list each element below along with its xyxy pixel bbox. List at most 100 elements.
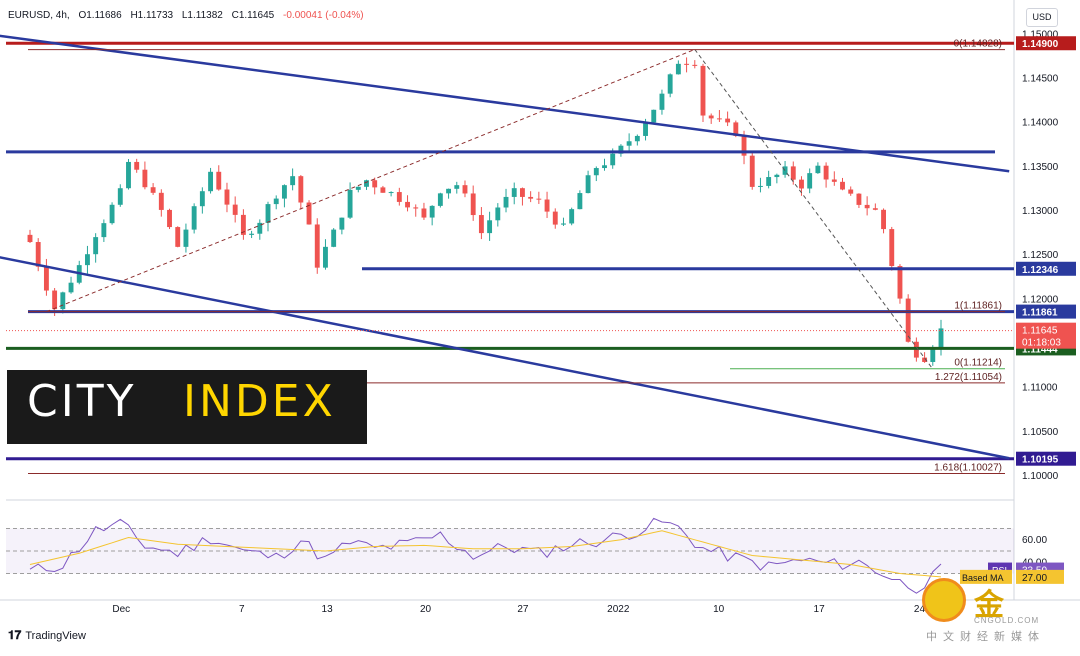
candle-body: [872, 208, 878, 210]
candle-body: [364, 180, 369, 187]
candle-body: [470, 193, 476, 216]
candle-body: [561, 223, 566, 225]
candle-body: [528, 196, 534, 199]
candle-body: [68, 282, 74, 293]
y-tick-label: 1.13500: [1022, 162, 1059, 173]
candle-body: [634, 135, 640, 142]
candle-body: [478, 215, 484, 234]
candle-body: [224, 189, 230, 205]
rsi-ma-line: [29, 530, 942, 578]
y-tick-label: 1.10500: [1022, 427, 1059, 438]
candle-body: [749, 155, 755, 187]
candle-body: [93, 237, 99, 255]
candle-body: [323, 246, 328, 268]
x-tick-label: 10: [713, 604, 725, 615]
candle-body: [454, 185, 460, 189]
candle-body: [167, 209, 172, 228]
y-tick-label: 1.12500: [1022, 250, 1059, 261]
candle-body: [593, 168, 599, 176]
candle-body: [281, 185, 287, 199]
candle-body: [487, 220, 493, 234]
price-label-text: 1.10195: [1022, 455, 1059, 466]
candle-body: [659, 93, 665, 110]
candle-body: [585, 175, 591, 194]
candle-body: [938, 328, 944, 348]
candle-body: [782, 166, 788, 175]
candle-body: [675, 63, 681, 75]
candle-body: [339, 217, 345, 230]
candle-body: [85, 254, 90, 266]
candle-body: [126, 161, 131, 189]
symbol-label[interactable]: EURUSD, 4h,: [8, 10, 70, 21]
open-value: O1.11686: [78, 10, 122, 21]
candle-body: [355, 186, 361, 190]
candle-body: [216, 171, 222, 190]
candle-body: [396, 192, 402, 202]
candle-body: [930, 347, 936, 362]
candle-body: [52, 290, 58, 310]
candle-body: [405, 201, 410, 208]
tradingview-icon: 𝟏𝟕: [8, 628, 22, 642]
cngold-subtitle: 中文财经新媒体: [926, 631, 1045, 643]
candle-body: [848, 189, 854, 194]
cngold-url: CNGOLD.COM: [974, 616, 1040, 625]
cngold-watermark: 金 CNGOLD.COM 中文财经新媒体: [922, 578, 1080, 648]
candle-body: [257, 222, 263, 234]
candle-body: [208, 171, 213, 192]
y-tick-label: 1.10000: [1022, 471, 1059, 482]
tradingview-label: TradingView: [25, 629, 86, 642]
candle-body: [306, 202, 312, 225]
candle-body: [823, 165, 829, 180]
candle-body: [437, 193, 443, 206]
candle-body: [692, 64, 698, 66]
watermark-index: INDEX: [183, 376, 336, 427]
fib-level-label: 1.272(1.11054): [935, 372, 1002, 383]
candle-body: [889, 229, 895, 267]
price-label-text: 1.11861: [1022, 308, 1058, 319]
tradingview-logo[interactable]: 𝟏𝟕 TradingView: [8, 628, 86, 643]
price-label-box: [1016, 304, 1076, 319]
rsi-ma-name-box: [960, 569, 1012, 584]
rsi-ma-value-label: 27.00: [1022, 573, 1047, 584]
y-tick-label: 1.14000: [1022, 118, 1059, 129]
candle-body: [897, 266, 903, 299]
current-price-countdown: 01:18:03: [1022, 338, 1061, 349]
cngold-logo-icon: [922, 578, 966, 622]
x-tick-label: 13: [322, 604, 334, 615]
candle-body: [700, 65, 706, 116]
rsi-ma-value-box: [1016, 569, 1064, 584]
cngold-brand: 金: [974, 588, 1004, 623]
candle-body: [273, 198, 279, 205]
x-tick-label: 27: [517, 604, 529, 615]
x-tick-label: 7: [239, 604, 245, 615]
candle-body: [552, 211, 558, 225]
candle-body: [117, 188, 123, 205]
price-label-box: [1016, 36, 1076, 51]
candle-body: [577, 193, 583, 210]
candle-body: [643, 122, 648, 136]
candle-body: [175, 227, 181, 247]
channel-trendline: [0, 256, 1010, 460]
candle-body: [708, 115, 714, 119]
ohlc-legend: EURUSD, 4h, O1.11686 H1.11733 L1.11382 C…: [8, 10, 370, 21]
currency-button[interactable]: USD: [1026, 8, 1058, 27]
candle-body: [380, 187, 386, 193]
candle-body: [651, 109, 657, 123]
city-index-watermark: CITY INDEX: [7, 370, 367, 444]
candle-body: [191, 206, 197, 230]
candle-body: [109, 204, 115, 224]
rsi-tick-label: 60.00: [1022, 535, 1047, 546]
candle-body: [807, 173, 813, 189]
candle-body: [602, 165, 607, 169]
candle-body: [265, 204, 271, 223]
candle-body: [421, 208, 427, 218]
candle-body: [536, 198, 542, 200]
change-value: -0.00041 (-0.04%): [283, 10, 364, 21]
candle-body: [716, 118, 722, 120]
price-label-text: 1.14900: [1022, 39, 1059, 50]
price-label-box: [1016, 451, 1076, 466]
fib-anchor-line-down: [694, 49, 934, 370]
candle-body: [831, 179, 837, 182]
